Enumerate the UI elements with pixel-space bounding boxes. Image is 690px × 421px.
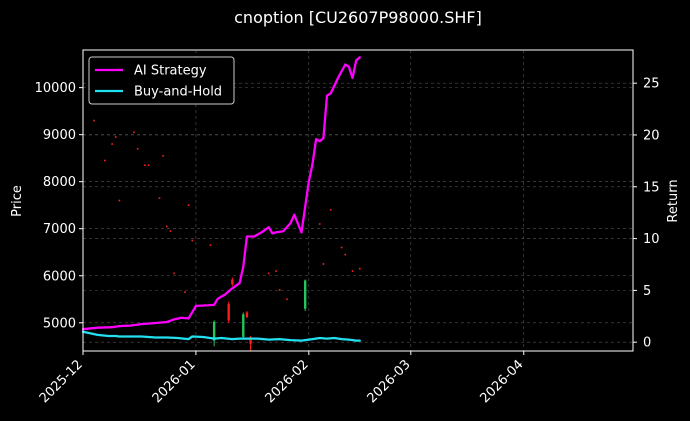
candle-body	[245, 312, 249, 318]
legend: AI Strategy Buy-and-Hold	[88, 56, 235, 105]
signal-mark	[147, 164, 150, 167]
signal-mark	[165, 225, 168, 228]
y2-tick-label: 5	[643, 284, 651, 299]
signal-mark	[133, 131, 135, 134]
signal-mark	[162, 155, 164, 157]
legend-label: AI Strategy	[134, 64, 207, 79]
y2-tick-label: 0	[643, 336, 651, 351]
series-line-buy-and-hold	[81, 330, 361, 342]
y2-tick-label: 25	[643, 77, 660, 92]
y-tick-label: 5000	[43, 316, 76, 331]
signal-mark	[267, 272, 270, 275]
signal-marks	[93, 119, 361, 301]
signal-mark	[118, 199, 121, 202]
y-tick-label: 6000	[43, 269, 76, 284]
candle-body	[212, 321, 216, 341]
series-lines	[81, 56, 361, 342]
signal-mark	[209, 244, 212, 246]
candlesticks	[212, 277, 307, 351]
chart-title: cnoption [CU2607P98000.SHF]	[234, 8, 482, 27]
signal-mark	[111, 143, 113, 145]
signal-mark	[136, 147, 139, 150]
signal-mark	[191, 239, 194, 242]
series-line-ai-strategy	[81, 56, 361, 331]
legend-box	[88, 56, 235, 105]
y2-tick-label: 15	[643, 180, 660, 195]
signal-mark	[104, 159, 106, 162]
signal-mark	[278, 289, 281, 291]
y2-axis-label: Return	[666, 179, 681, 222]
y-tick-label: 7000	[43, 222, 76, 237]
signal-mark	[351, 270, 354, 272]
legend-label: Buy-and-Hold	[134, 85, 222, 100]
signal-mark	[169, 230, 172, 232]
y-axis-label: Price	[10, 185, 25, 217]
signal-mark	[286, 298, 288, 301]
signal-mark	[93, 119, 95, 122]
signal-mark	[275, 270, 277, 272]
signal-mark	[318, 223, 321, 225]
signal-mark	[114, 136, 117, 138]
candle-body	[231, 279, 234, 285]
y2-tick-label: 20	[643, 128, 660, 143]
candle-body	[242, 314, 245, 337]
signal-mark	[158, 197, 161, 199]
signal-mark	[187, 204, 190, 207]
candle-body	[227, 303, 230, 321]
plot-frame	[82, 49, 634, 352]
signal-mark	[359, 267, 361, 270]
signal-mark	[344, 253, 347, 256]
y-tick-label: 10000	[35, 81, 76, 96]
y-tick-label: 9000	[43, 128, 76, 143]
signal-mark	[144, 164, 146, 167]
signal-mark	[322, 263, 325, 265]
candle-body	[303, 280, 307, 309]
signal-mark	[184, 291, 186, 294]
signal-mark	[173, 272, 175, 275]
candle-body	[249, 336, 252, 344]
signal-mark	[329, 209, 332, 211]
y2-tick-label: 10	[643, 232, 660, 247]
signal-mark	[340, 246, 343, 249]
y-tick-label: 8000	[43, 175, 76, 190]
